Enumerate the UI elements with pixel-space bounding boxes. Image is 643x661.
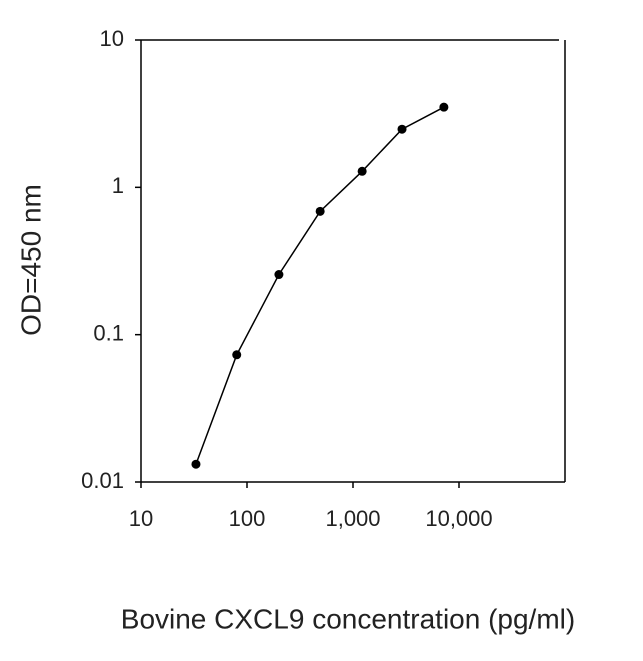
data-point [357, 166, 367, 176]
data-point [439, 102, 449, 112]
y-tick-label: 1 [112, 173, 124, 198]
data-point [315, 206, 325, 216]
y-axis-label: OD=450 nm [15, 184, 46, 336]
y-tick-label: 10 [100, 26, 124, 51]
data-point [191, 459, 201, 469]
x-axis-label: Bovine CXCL9 concentration (pg/ml) [121, 603, 575, 634]
data-point [232, 350, 242, 360]
x-tick-label: 10 [129, 506, 153, 531]
data-line [195, 106, 445, 465]
y-tick-label: 0.1 [93, 320, 124, 345]
x-tick-label: 100 [229, 506, 266, 531]
data-point [274, 270, 284, 280]
x-tick-label: 1,000 [325, 506, 380, 531]
data-point [397, 124, 407, 134]
y-tick-label: 0.01 [81, 468, 124, 493]
x-tick-label: 10,000 [425, 506, 492, 531]
